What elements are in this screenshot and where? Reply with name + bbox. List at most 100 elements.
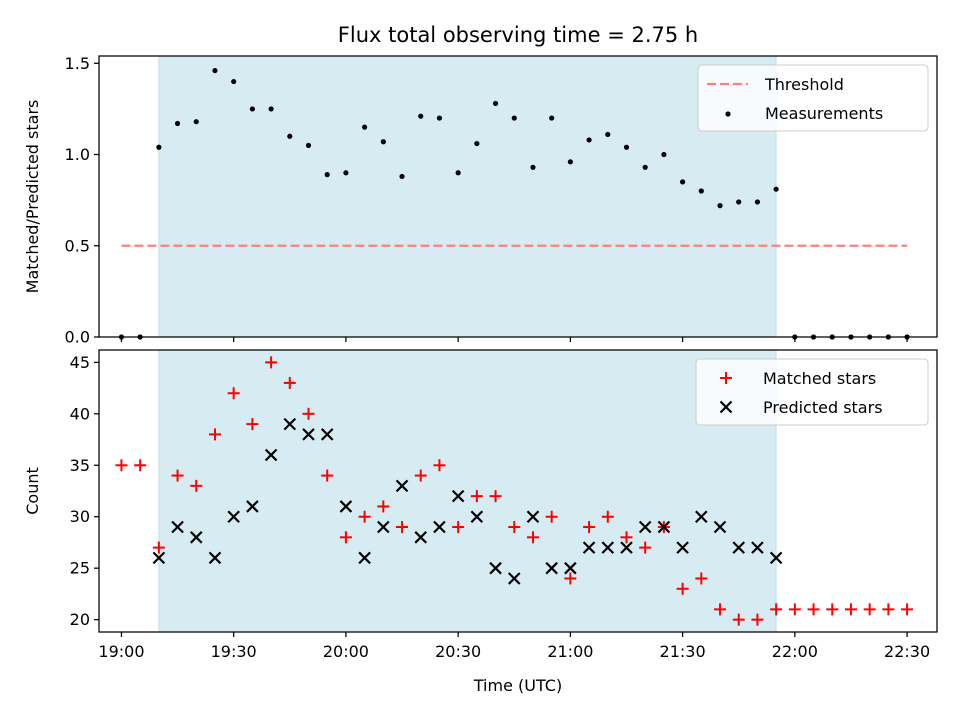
measurement-point — [418, 113, 424, 119]
predicted-star-point — [526, 510, 540, 524]
y-tick-label: 25 — [70, 559, 90, 578]
predicted-star-point — [152, 551, 166, 565]
x-stroke-b — [339, 500, 353, 513]
matched-star-point — [751, 613, 764, 626]
predicted-star-point — [227, 510, 240, 524]
measurement-point — [680, 179, 686, 185]
matched-star-point — [414, 469, 427, 482]
predicted-star-point — [189, 531, 203, 544]
y-tick-label: 30 — [70, 507, 90, 526]
measurement-point — [623, 144, 630, 150]
matched-star-point — [564, 572, 577, 585]
axes-frame — [98, 55, 938, 338]
matched-star-point — [676, 582, 689, 595]
x-stroke-b — [470, 510, 484, 524]
x-stroke-b — [657, 520, 671, 534]
predicted-star-point — [507, 572, 521, 585]
measurement-point — [343, 170, 349, 176]
measurement-point — [324, 172, 330, 178]
measurement-point — [586, 137, 592, 143]
x-stroke-b — [358, 551, 371, 565]
x-stroke-b — [208, 551, 222, 565]
legend-label: Threshold — [764, 75, 844, 94]
predicted-star-point — [732, 541, 746, 554]
predicted-star-point — [564, 561, 577, 575]
matched-star-point — [639, 541, 652, 554]
x-stroke-b — [545, 561, 558, 575]
measurement-point — [661, 151, 667, 158]
x-tick-label: 20:00 — [323, 642, 369, 661]
predicted-star-point — [358, 551, 371, 565]
predicted-star-point — [545, 561, 558, 575]
x-stroke-b — [719, 400, 733, 414]
y-tick-label: 0.0 — [65, 328, 90, 347]
x-stroke-b — [171, 520, 184, 534]
x-stroke-b — [676, 541, 689, 554]
predicted-star-point — [171, 520, 184, 534]
matched-star-point — [134, 459, 147, 472]
legend-label: Measurements — [765, 104, 883, 123]
matched-star-point — [358, 510, 371, 523]
measurement-point — [605, 131, 611, 138]
predicted-star-point — [264, 448, 278, 462]
matched-star-point — [265, 356, 278, 369]
matched-star-point — [171, 469, 184, 482]
legend-matched-swatch — [720, 372, 732, 384]
measurement-point — [492, 100, 499, 107]
measurement-point — [156, 144, 162, 150]
x-stroke-b — [713, 520, 727, 534]
predicted-star-point — [601, 541, 615, 554]
x-stroke-b — [320, 428, 334, 441]
y-tick-label: 1.5 — [65, 54, 90, 73]
measurement-point — [268, 106, 274, 112]
matched-star-point — [695, 572, 708, 585]
predicted-star-point — [433, 520, 446, 534]
x-tick-label: 21:00 — [547, 642, 593, 661]
measurement-point — [736, 199, 742, 205]
y-axis-label: Matched/Predicted stars — [23, 100, 42, 294]
measurement-point — [193, 119, 199, 125]
y-tick-label: 45 — [70, 353, 90, 372]
x-tick-label: 20:30 — [435, 642, 481, 661]
predicted-star-point — [676, 541, 689, 554]
legend: Matched stars Predicted stars — [695, 358, 929, 426]
predicted-star-point — [451, 489, 465, 503]
matched-star-point — [339, 531, 352, 544]
legend-measurements-swatch — [725, 111, 731, 117]
matched-star-point — [208, 428, 221, 441]
x-stroke-b — [489, 561, 502, 575]
matched-star-point — [489, 490, 502, 503]
matched-star-point — [601, 510, 614, 523]
predicted-star-point — [695, 510, 708, 524]
matched-star-point — [433, 459, 446, 472]
shaded-region — [158, 55, 777, 338]
measurement-point — [174, 120, 181, 127]
x-stroke-b — [620, 541, 633, 554]
matched-star-point — [714, 603, 727, 616]
x-stroke-b — [582, 541, 596, 554]
matched-star-point — [302, 407, 315, 420]
matched-star-point — [826, 603, 839, 616]
predicted-star-point — [713, 520, 727, 534]
x-stroke-b — [507, 572, 521, 585]
predicted-star-point — [414, 531, 428, 544]
y-tick-label: 0.5 — [65, 236, 90, 255]
x-tick-label: 22:00 — [772, 642, 818, 661]
x-stroke-b — [377, 520, 390, 534]
x-stroke-b — [152, 551, 166, 565]
measurement-point — [698, 188, 704, 194]
y-axis-label: Count — [23, 467, 42, 515]
top-panel: 0.0 0.5 1.0 1.5 Matched/Predicted stars Thres… — [23, 54, 938, 347]
legend: Threshold Measurements — [697, 64, 929, 132]
matched-star-point — [863, 603, 876, 616]
predicted-star-point — [489, 561, 502, 575]
predicted-star-point — [302, 428, 315, 441]
legend-box — [695, 358, 929, 426]
x-tick-label: 19:30 — [211, 642, 257, 661]
matched-star-point — [283, 376, 296, 389]
x-stroke-b — [395, 479, 409, 493]
matched-star-point — [508, 521, 521, 534]
axes-frame — [98, 349, 938, 633]
x-stroke-b — [451, 489, 465, 503]
